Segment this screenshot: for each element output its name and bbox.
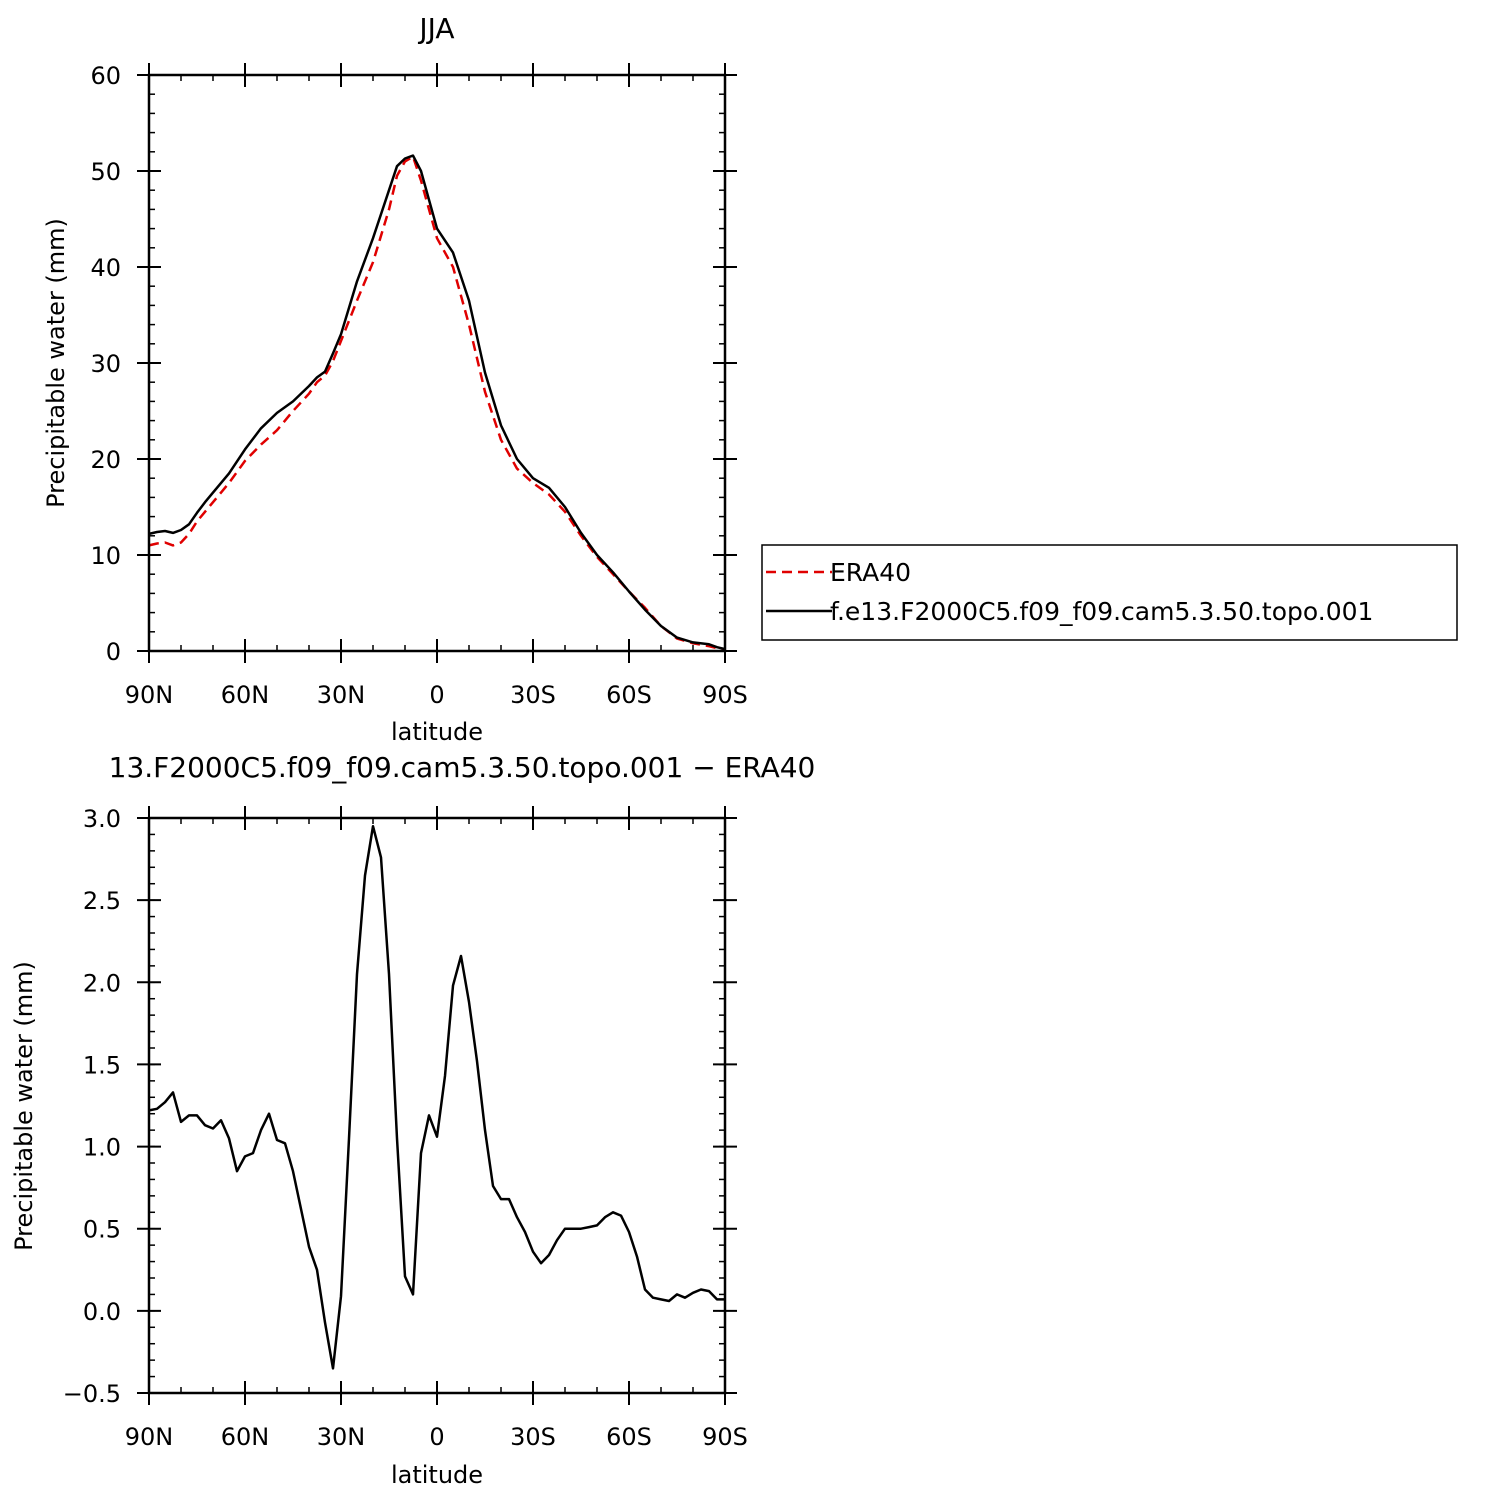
bottom-chart-tick-labels: −0.5 0.0 0.5 1.0 1.5 2.0 2.5 3.0 90N 60N 30N 0 30S 60… [63, 805, 748, 1451]
bottom-chart: 13.F2000C5.f09_f09.cam5.3.50.topo.001 − … [10, 751, 815, 1489]
bottom-chart-x-tick-label: 60N [221, 1423, 270, 1451]
top-chart-y-tick-label: 40 [90, 254, 121, 282]
top-chart-ticks [137, 63, 737, 663]
top-chart-x-tick-label: 30S [510, 681, 556, 709]
top-chart-x-tick-label: 30N [317, 681, 366, 709]
bottom-chart-y-tick-label: 2.0 [83, 969, 121, 997]
top-chart-series-layer [149, 156, 725, 649]
top-chart-title: JJA [417, 12, 454, 45]
top-chart-y-tick-label: 30 [90, 350, 121, 378]
bottom-chart-y-tick-label: 0.5 [83, 1216, 121, 1244]
top-chart-series-line-1 [149, 156, 725, 649]
legend-label-era40: ERA40 [830, 558, 911, 587]
bottom-chart-y-tick-label: 0.0 [83, 1298, 121, 1326]
bottom-chart-y-tick-label: 1.0 [83, 1134, 121, 1162]
bottom-chart-y-axis-title: Precipitable water (mm) [10, 961, 38, 1251]
bottom-chart-series-layer [149, 826, 725, 1368]
top-chart-y-axis-title: Precipitable water (mm) [42, 218, 70, 508]
top-chart-x-tick-label: 90S [702, 681, 748, 709]
bottom-chart-x-tick-label: 30S [510, 1423, 556, 1451]
top-chart-tick-labels: 0 10 20 30 40 50 60 90N 60N 30N 0 30S 60S 90S [90, 62, 747, 709]
legend-label-model: f.e13.F2000C5.f09_f09.cam5.3.50.topo.001 [830, 597, 1373, 626]
top-chart-y-tick-label: 0 [106, 638, 121, 666]
top-chart-x-tick-label: 90N [125, 681, 174, 709]
bottom-chart-x-tick-label: 90N [125, 1423, 174, 1451]
top-chart-y-tick-label: 10 [90, 542, 121, 570]
bottom-chart-y-tick-label: 2.5 [83, 887, 121, 915]
top-chart-x-tick-label: 60N [221, 681, 270, 709]
bottom-chart-x-tick-label: 90S [702, 1423, 748, 1451]
bottom-chart-y-tick-label: 1.5 [83, 1051, 121, 1079]
top-chart-y-tick-label: 20 [90, 446, 121, 474]
bottom-chart-x-axis-title: latitude [391, 1461, 483, 1489]
top-chart-x-tick-label: 60S [606, 681, 652, 709]
bottom-chart-y-tick-label: 3.0 [83, 805, 121, 833]
bottom-chart-x-tick-label: 0 [429, 1423, 444, 1451]
bottom-chart-series-line-0 [149, 826, 725, 1368]
bottom-chart-title: 13.F2000C5.f09_f09.cam5.3.50.topo.001 − … [109, 751, 816, 784]
top-chart-frame [149, 75, 725, 651]
bottom-chart-x-tick-label: 60S [606, 1423, 652, 1451]
top-chart-x-tick-label: 0 [429, 681, 444, 709]
bottom-chart-y-tick-label: −0.5 [63, 1380, 121, 1408]
bottom-chart-frame [149, 818, 725, 1393]
bottom-chart-ticks [137, 806, 737, 1405]
bottom-chart-x-tick-label: 30N [317, 1423, 366, 1451]
top-chart: JJA 0 10 20 30 40 50 60 90N 60N 30N 0 30S 60S 90S lat… [42, 12, 748, 746]
top-chart-y-tick-label: 60 [90, 62, 121, 90]
top-chart-y-tick-label: 50 [90, 158, 121, 186]
legend: ERA40 f.e13.F2000C5.f09_f09.cam5.3.50.to… [762, 545, 1457, 640]
top-chart-x-axis-title: latitude [391, 718, 483, 746]
